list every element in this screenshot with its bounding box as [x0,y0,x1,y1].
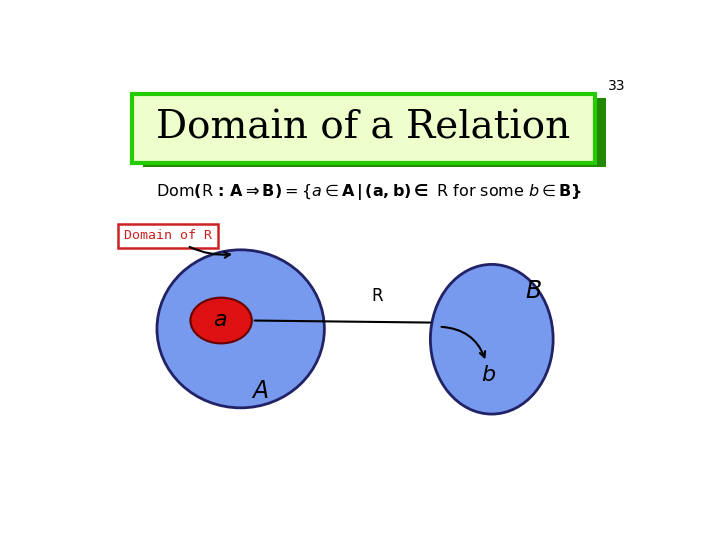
FancyBboxPatch shape [132,94,595,163]
Ellipse shape [157,250,324,408]
FancyBboxPatch shape [143,98,606,167]
Text: $B$: $B$ [525,280,542,303]
FancyBboxPatch shape [118,224,218,248]
Text: Dom$\bf{(}$R$\bf{\,:\,A\Rightarrow B)}$$=\{a\in\bf{A}\,|\,(a,b)\in$ R for some $: Dom$\bf{(}$R$\bf{\,:\,A\Rightarrow B)}$$… [156,181,582,201]
Circle shape [190,298,252,343]
Text: Domain of R: Domain of R [124,229,212,242]
Text: $a$: $a$ [213,309,227,330]
Text: $A$: $A$ [251,380,269,403]
Text: 33: 33 [608,79,626,93]
Ellipse shape [431,265,553,414]
Text: R: R [372,287,383,305]
Text: Domain of a Relation: Domain of a Relation [156,110,570,146]
Text: $b$: $b$ [482,363,497,386]
